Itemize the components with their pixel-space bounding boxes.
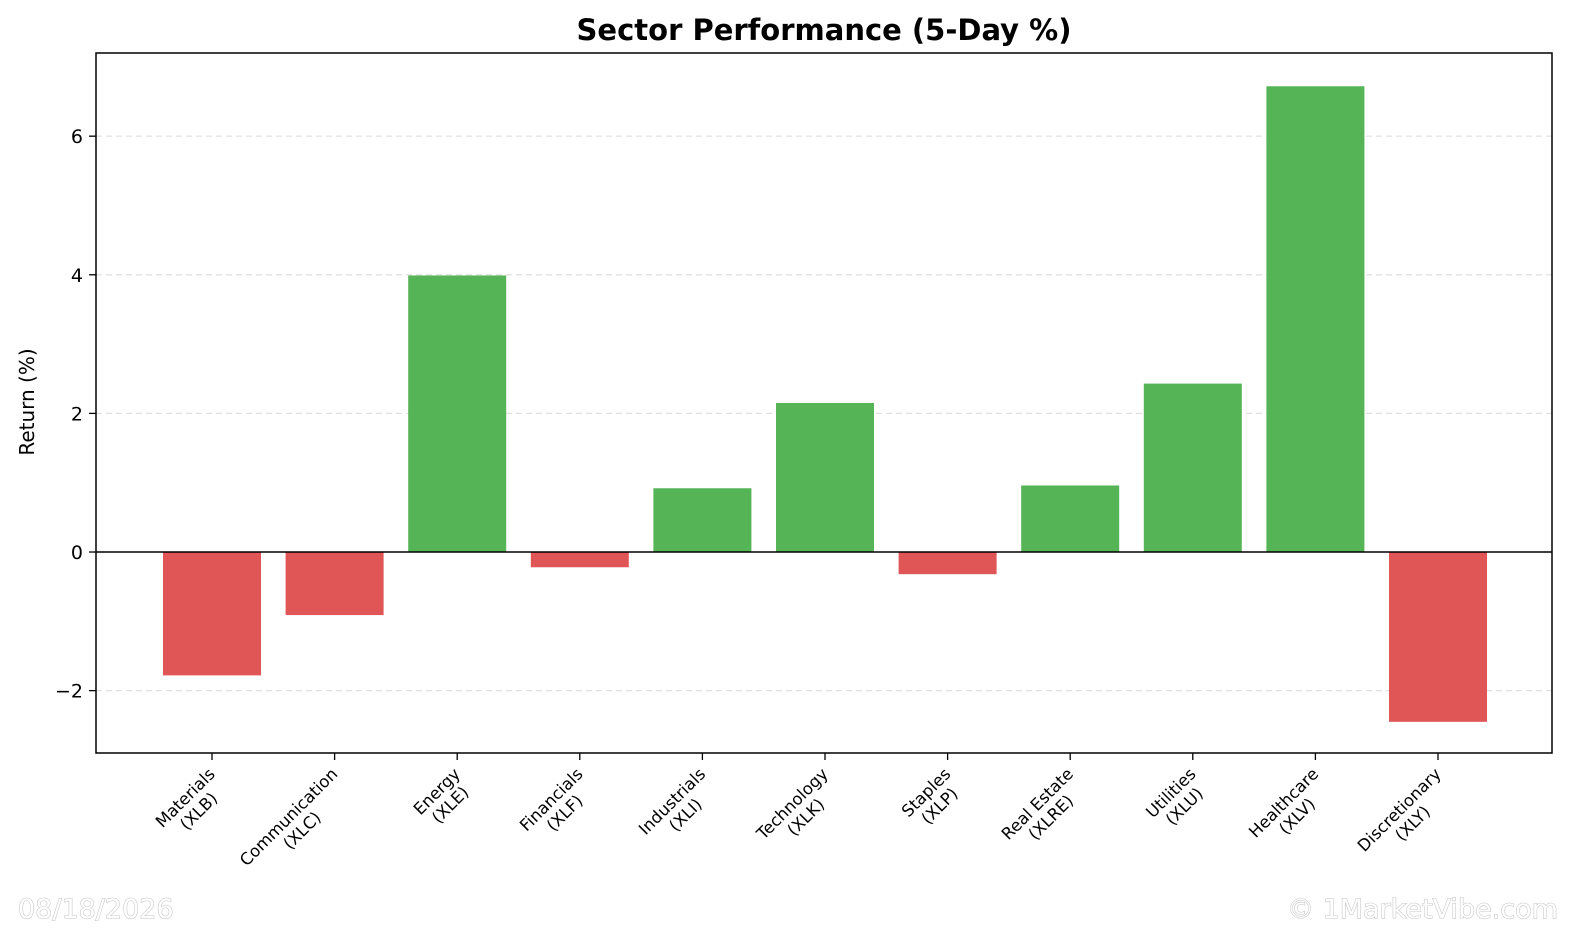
bar-xlf [530,552,629,568]
bar-xlc [285,552,384,616]
y-tick-label-3: 4 [71,265,83,287]
bar-xle [408,275,507,553]
y-tick-label-0: −2 [55,681,83,703]
x-ticks: Materials(XLB) Communication(XLC) Energy(X… [152,753,1459,883]
date-watermark: 08/18/2026 [18,894,174,925]
y-tick-label-4: 6 [71,126,83,148]
chart-title: Sector Performance (5-Day %) [577,13,1072,47]
x-tick-label-0: Materials(XLB) [152,764,232,844]
x-tick-label-3: Financials(XLF) [516,764,600,848]
x-tick-label-5: Technology(XLK) [752,764,845,857]
bar-xlp [898,552,997,575]
x-tick-label-2: Energy(XLE) [410,764,478,832]
x-tick-label-9: Healthcare(XLV) [1245,764,1335,854]
x-tick-label-10: Discretionary(XLY) [1354,764,1459,869]
bar-xlu [1143,383,1242,553]
y-tick-label-2: 2 [71,403,83,425]
x-tick-label-6: Staples(XLP) [898,764,968,834]
bar-xlv [1266,86,1365,553]
x-tick-label-1: Communication(XLC) [236,764,355,883]
plot-frame [95,52,1553,754]
bar-xlk [776,403,874,553]
x-tick-label-name: Discretionary [1354,764,1445,855]
x-tick-label-7: Real Estate(XLRE) [998,764,1091,857]
y-axis-label: Return (%) [15,348,39,455]
y-ticks: −2 0 2 4 6 [55,126,96,703]
x-tick-label-name: Communication [236,764,341,869]
bars [163,86,1487,722]
bar-xlb [163,552,261,676]
bar-xly [1389,552,1487,722]
bar-xlre [1021,485,1120,553]
x-tick-label-4: Industrials(XLI) [635,764,723,852]
y-tick-label-1: 0 [71,542,83,564]
axes-frame [95,52,1553,754]
copyright-watermark: © 1MarketVibe.com [1287,894,1558,925]
bar-xli [653,488,752,553]
x-tick-label-8: Utilities(XLU) [1142,764,1213,835]
